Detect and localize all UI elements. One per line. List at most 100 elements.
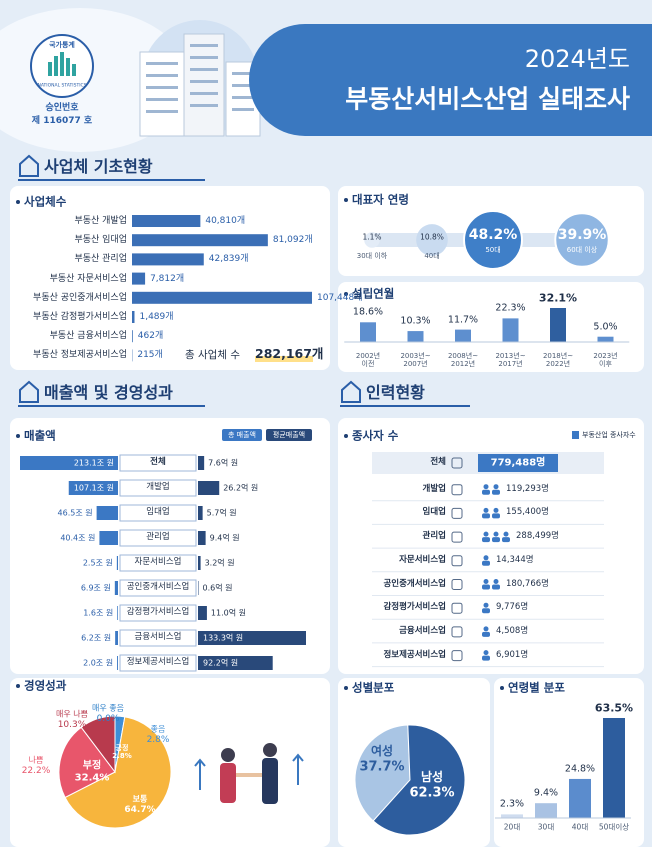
bar bbox=[360, 322, 376, 342]
category-label: 좋음 bbox=[150, 724, 166, 734]
value-label: 10.3% bbox=[400, 315, 431, 327]
chart-title: 설립연월 bbox=[352, 286, 395, 301]
bar bbox=[198, 481, 220, 495]
badge-top: 국가통계 bbox=[49, 40, 75, 49]
category-label: 매우 좋음 bbox=[92, 703, 124, 713]
bar bbox=[198, 531, 206, 545]
bullet bbox=[344, 198, 348, 202]
category-label: 50대이상 bbox=[598, 822, 630, 832]
bar bbox=[535, 803, 557, 818]
category-label: 부동산 금융서비스업 bbox=[49, 331, 127, 342]
category-label: 금융서비스업 bbox=[134, 632, 182, 643]
category-label: 공인중개서비스업 bbox=[383, 578, 446, 589]
category-label: 관리업 bbox=[146, 532, 170, 543]
value-label: 24.8% bbox=[564, 763, 596, 775]
row-icon bbox=[451, 626, 463, 638]
value-label: 22.2% bbox=[21, 765, 51, 776]
bar bbox=[117, 606, 118, 620]
category-box bbox=[119, 554, 197, 572]
section-title: 인력현황 bbox=[366, 382, 425, 402]
value-label: 11.0억 원 bbox=[210, 608, 246, 618]
value-label: 63.5% bbox=[594, 701, 634, 715]
value-label: 14,344명 bbox=[496, 554, 534, 565]
bar bbox=[132, 330, 133, 343]
section-title: 매출액 및 경영성과 bbox=[44, 382, 173, 402]
category-label: 30대 이하 bbox=[356, 251, 388, 260]
value-label: 155,400명 bbox=[506, 507, 549, 518]
bullet bbox=[344, 434, 348, 438]
row-icon bbox=[451, 579, 463, 590]
legend-label: 부동산업 종사자수 bbox=[582, 430, 636, 439]
value-label: 3.2억 원 bbox=[204, 558, 235, 568]
category-label: 2003년~ 2007년 bbox=[400, 351, 431, 368]
person-icon bbox=[492, 513, 500, 519]
person-icon bbox=[492, 537, 500, 543]
person-icon bbox=[482, 513, 490, 519]
category-label: 임대업 bbox=[422, 507, 446, 518]
person-icon bbox=[492, 584, 500, 590]
bubble bbox=[364, 232, 380, 248]
value-label: 119,293명 bbox=[506, 483, 549, 494]
category-label: 전체 bbox=[150, 457, 166, 468]
category-label: 감정평가서비스업 bbox=[383, 602, 446, 613]
value-label: 39.9% bbox=[557, 226, 607, 243]
category-box bbox=[119, 629, 197, 647]
value-label: 9.4억 원 bbox=[209, 533, 240, 543]
bullet bbox=[16, 200, 20, 204]
category-label: 부동산 감정평가서비스업 bbox=[33, 311, 127, 322]
value-label: 107,448개 bbox=[317, 292, 363, 303]
bar bbox=[597, 336, 614, 342]
bar bbox=[132, 215, 201, 227]
category-label: 자문서비스업 bbox=[399, 554, 446, 565]
value-label: 107.1조 원 bbox=[73, 483, 114, 493]
value-label: 288,499명 bbox=[516, 531, 559, 542]
bar bbox=[96, 506, 118, 520]
bar bbox=[198, 656, 273, 670]
bubble bbox=[416, 224, 448, 256]
category-label: 부동산 임대업 bbox=[74, 235, 127, 246]
category-label: 30대 bbox=[537, 822, 555, 832]
category-box bbox=[119, 579, 197, 597]
value-label: 2.3% bbox=[499, 798, 525, 810]
category-label: 40대 bbox=[571, 822, 589, 832]
category-label: 매우 나쁨 bbox=[56, 709, 88, 719]
value-label: 6.2조 원 bbox=[81, 633, 112, 643]
value-label: 22.3% bbox=[495, 302, 526, 314]
value-label: 32.1% bbox=[538, 291, 578, 305]
value-label: 133.3억 원 bbox=[203, 633, 244, 643]
chart-title: 대표자 연령 bbox=[352, 192, 409, 207]
bar bbox=[114, 581, 118, 595]
person-icon bbox=[482, 560, 490, 566]
row-icon bbox=[451, 555, 463, 567]
category-label: 60대 이상 bbox=[566, 245, 598, 254]
pie-slice bbox=[64, 716, 172, 829]
category-label: 2008년~ 2012년 bbox=[447, 351, 479, 368]
group-label: 부정 bbox=[82, 760, 102, 772]
bar bbox=[198, 556, 201, 570]
person-icon bbox=[482, 608, 490, 614]
category-label: 부동산 개발업 bbox=[74, 215, 127, 226]
chart-title: 경영성과 bbox=[24, 678, 67, 693]
value-label: 2.5조 원 bbox=[82, 558, 113, 568]
category-label: 부동산 공인중개서비스업 bbox=[33, 292, 127, 303]
value-label: 779,488명 bbox=[490, 457, 546, 469]
bar bbox=[198, 631, 306, 645]
bullet bbox=[344, 686, 348, 690]
value-label: 9,776명 bbox=[496, 602, 529, 613]
bar bbox=[115, 631, 118, 645]
main-title: 부동산서비스산업 실태조사 bbox=[345, 84, 630, 114]
person-icon bbox=[483, 602, 489, 608]
bullet bbox=[344, 292, 348, 296]
category-label: 전체 bbox=[430, 457, 446, 468]
bar bbox=[132, 311, 135, 323]
category-label: 2013년~ 2017년 bbox=[495, 351, 526, 368]
legend-label: 평균매출액 bbox=[272, 430, 306, 439]
approval-label: 승인번호 bbox=[45, 102, 79, 113]
pie-slice bbox=[58, 726, 116, 799]
category-box bbox=[119, 604, 197, 622]
value-label: 215개 bbox=[137, 350, 163, 361]
total-value: 282,167개 bbox=[255, 345, 324, 361]
category-label: 남성 bbox=[420, 770, 444, 785]
bar bbox=[68, 481, 118, 495]
value-label: 62.3% bbox=[409, 785, 455, 801]
